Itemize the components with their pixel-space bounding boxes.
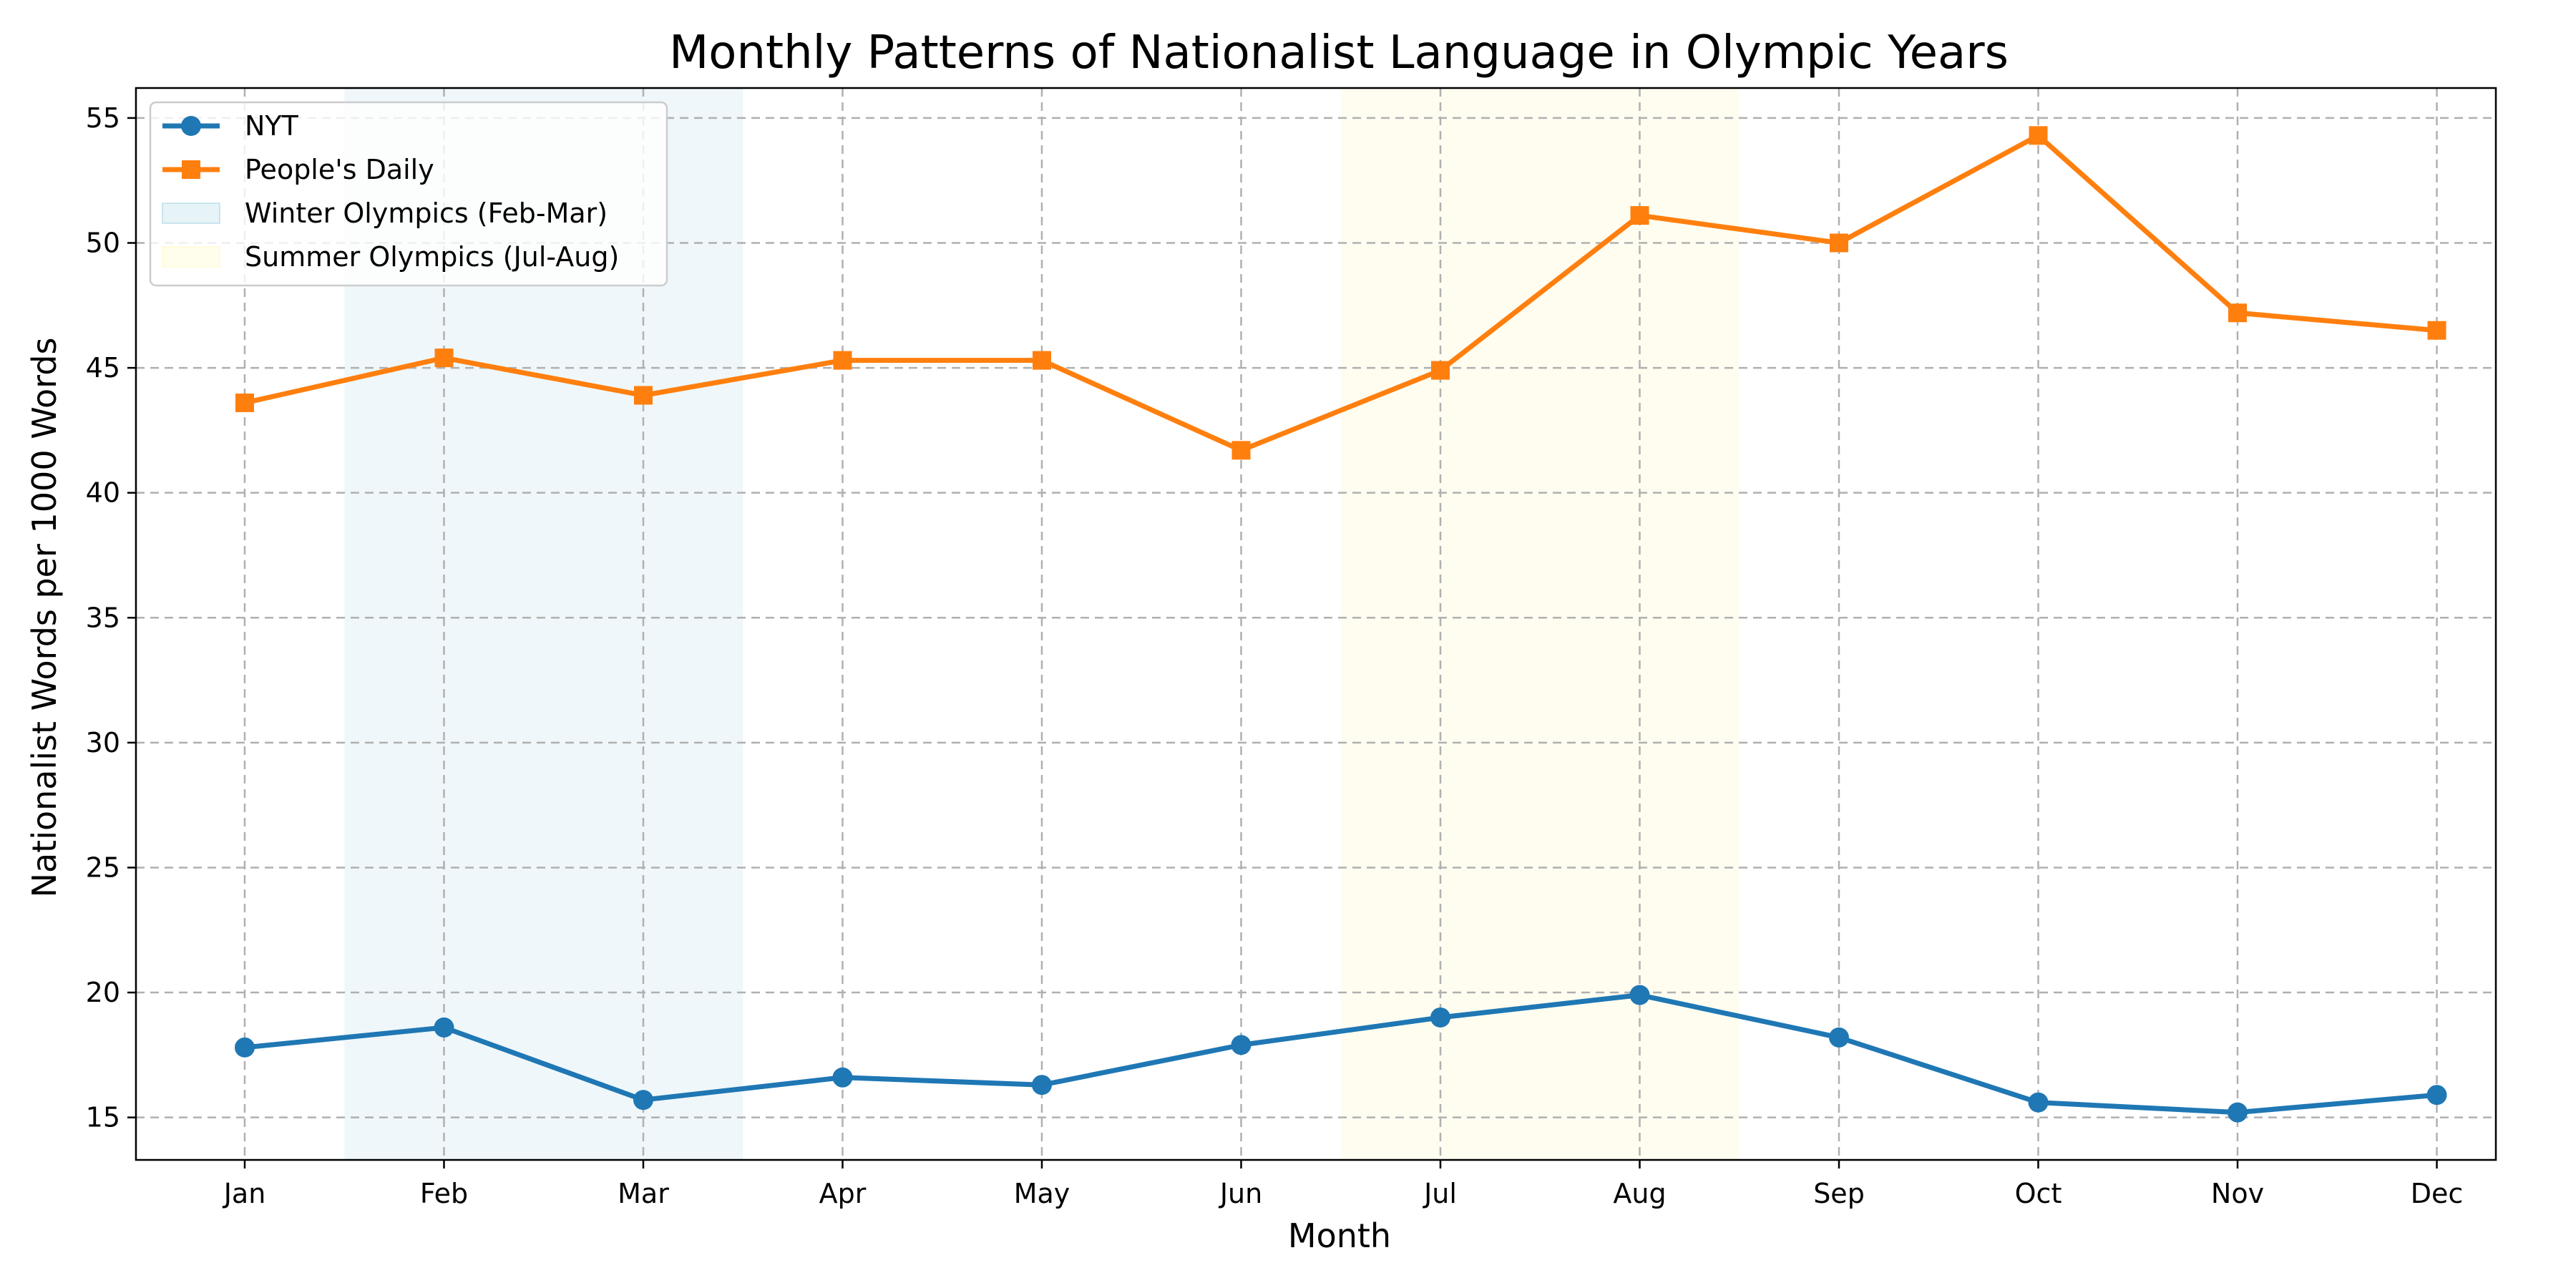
data-point-1 <box>434 348 454 368</box>
data-point-1 <box>2228 303 2247 323</box>
data-point-0 <box>832 1067 853 1088</box>
y-axis: 15 20 25 30 35 40 45 50 55 <box>86 102 136 1133</box>
x-tick-label: Jan <box>223 1178 266 1209</box>
data-point-1 <box>833 351 852 370</box>
data-point-1 <box>634 386 653 405</box>
y-tick-label: 35 <box>86 602 120 633</box>
x-tick-label: Dec <box>2411 1178 2464 1209</box>
data-point-1 <box>2427 321 2446 340</box>
legend-swatch-marker <box>181 116 201 136</box>
x-tick-label: Nov <box>2211 1178 2264 1209</box>
data-point-0 <box>633 1090 653 1111</box>
data-point-0 <box>2228 1102 2248 1123</box>
chart-title: Monthly Patterns of Nationalist Language… <box>669 26 2009 79</box>
legend-label: NYT <box>245 110 299 142</box>
x-tick-label: Apr <box>819 1178 867 1209</box>
data-point-0 <box>235 1037 255 1058</box>
legend-label: Winter Olympics (Feb-Mar) <box>245 197 608 229</box>
legend-label: Summer Olympics (Jul-Aug) <box>245 241 619 273</box>
data-point-1 <box>1231 441 1251 460</box>
data-point-1 <box>1033 351 1051 370</box>
y-tick-label: 55 <box>86 102 120 134</box>
x-tick-label: Jun <box>1219 1178 1262 1209</box>
data-point-0 <box>1629 985 1650 1005</box>
y-tick-label: 30 <box>86 727 120 758</box>
series-line-0 <box>244 992 2437 1116</box>
y-tick-label: 25 <box>86 852 120 883</box>
plot-frame <box>135 87 2497 1161</box>
y-tick-label: 15 <box>86 1102 120 1133</box>
x-tick-label: Oct <box>2015 1178 2062 1209</box>
data-point-0 <box>434 1017 454 1038</box>
data-point-1 <box>235 393 254 412</box>
series-layer <box>235 126 2447 1123</box>
legend: NYT People's Daily Winter Olympics (Feb-Ma… <box>149 101 668 287</box>
legend-swatch-marker <box>182 160 200 179</box>
x-tick-label: Feb <box>420 1178 468 1209</box>
data-point-1 <box>1431 361 1450 380</box>
legend-box <box>149 101 668 287</box>
x-tick-label: May <box>1014 1178 1070 1209</box>
data-point-0 <box>1829 1027 1849 1048</box>
data-point-1 <box>1830 233 1848 253</box>
data-point-0 <box>1430 1007 1450 1028</box>
series-line-1 <box>244 132 2437 453</box>
legend-label: People's Daily <box>245 154 434 185</box>
x-tick-label: Mar <box>618 1178 669 1209</box>
x-axis-label: Month <box>1288 1216 1391 1255</box>
x-tick-label: Jul <box>1423 1178 1457 1209</box>
x-axis: Jan Feb Mar Apr May Jun Jul Aug Sep Oct Nov Dec <box>223 1160 2464 1209</box>
x-tick-label: Sep <box>1813 1178 1865 1209</box>
legend-swatch-region <box>162 203 220 224</box>
data-point-0 <box>2426 1085 2447 1106</box>
x-tick-label: Aug <box>1613 1178 1666 1209</box>
data-point-0 <box>2028 1092 2049 1113</box>
shaded-region-1 <box>1340 88 1740 1160</box>
data-point-1 <box>2029 126 2048 145</box>
data-point-0 <box>1032 1075 1052 1096</box>
y-tick-label: 20 <box>86 977 120 1008</box>
y-tick-label: 45 <box>86 352 120 384</box>
data-point-0 <box>1231 1035 1252 1055</box>
data-point-1 <box>1630 206 1649 225</box>
y-tick-label: 50 <box>86 227 120 258</box>
y-axis-label: Nationalist Words per 1000 Words <box>25 338 64 898</box>
legend-swatch-region <box>162 246 220 268</box>
y-tick-label: 40 <box>86 477 120 509</box>
